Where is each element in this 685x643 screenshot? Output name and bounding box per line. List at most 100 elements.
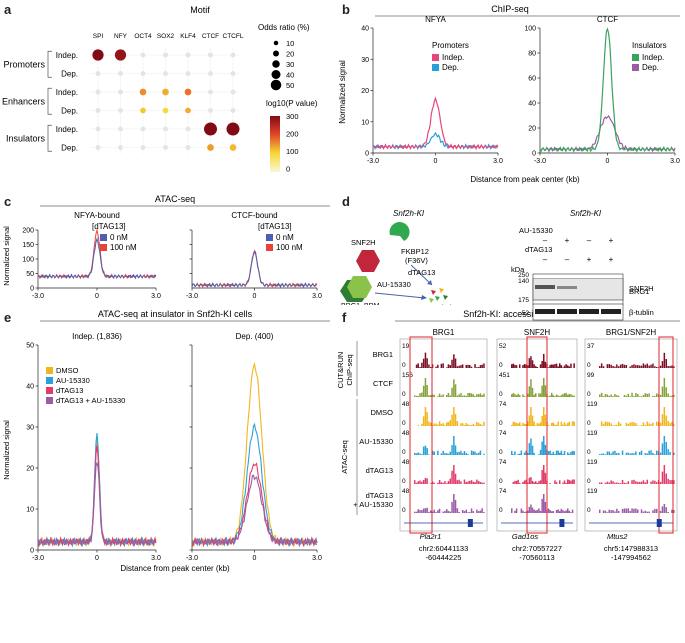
track-bar — [433, 423, 435, 426]
track-bar — [447, 364, 450, 368]
track-bar — [544, 385, 547, 397]
track-bar — [456, 452, 459, 455]
track-bar — [431, 425, 434, 426]
track-scale: 74 — [499, 488, 507, 495]
track-bar — [656, 482, 658, 484]
track-scale-zero: 0 — [587, 362, 591, 369]
motif-dot — [95, 108, 101, 113]
track-bar — [562, 394, 564, 397]
track-bar — [618, 511, 620, 513]
track-scale: 74 — [499, 401, 507, 408]
track-bar — [627, 508, 629, 513]
track-bar — [543, 436, 545, 455]
track-bar — [463, 511, 466, 513]
track-bar — [456, 508, 459, 513]
track-bar — [472, 424, 475, 426]
band-label: β-tublin — [629, 308, 654, 317]
motif-dot — [230, 71, 236, 76]
track-bar — [476, 453, 478, 455]
track-bar — [454, 473, 457, 484]
track-bar — [438, 393, 441, 397]
snf2h-band — [535, 285, 555, 289]
track-bar — [631, 480, 633, 484]
x-axis-label: Distance from peak center (kb) — [470, 175, 580, 184]
motif-label: SOX2 — [157, 33, 175, 40]
track-bar — [535, 510, 537, 513]
track-scale: 37 — [587, 343, 595, 350]
track-bar — [631, 508, 633, 513]
track-bar — [437, 364, 439, 368]
track-bar — [552, 395, 555, 397]
track-bar — [483, 512, 485, 513]
y-tick-label: 150 — [22, 242, 34, 249]
track-bar — [563, 511, 566, 513]
track-bar — [451, 359, 453, 368]
track-bar — [523, 512, 526, 513]
track-bar — [552, 451, 555, 455]
track-bar — [614, 366, 616, 368]
track-bar — [554, 424, 556, 426]
track-bar — [567, 508, 569, 513]
motif-dot — [114, 49, 127, 61]
track-bar — [437, 482, 439, 484]
track-bar — [479, 482, 482, 484]
track-bar — [608, 395, 610, 397]
track-bar — [414, 480, 416, 484]
track-bar — [619, 483, 622, 484]
track-bar — [515, 423, 518, 426]
track-bar — [460, 393, 462, 397]
track-bar — [470, 366, 473, 368]
track-bar — [608, 509, 610, 513]
coord-line2: -147994562 — [611, 553, 651, 562]
track-bar — [618, 395, 620, 397]
track-bar — [422, 385, 425, 397]
track-bar — [472, 394, 475, 397]
track-bar — [461, 364, 464, 368]
track-bar — [631, 453, 633, 455]
motif-dot — [185, 126, 191, 132]
panel-d-blot-lower: 140 SNF2H 52 β-tublin — [518, 278, 654, 321]
track-bar — [557, 395, 559, 397]
track-bar — [644, 424, 647, 426]
track-bar — [415, 511, 418, 513]
track-bar — [421, 423, 423, 426]
track-bar — [665, 473, 667, 484]
motif-dot — [140, 107, 146, 114]
y-tick-label: 10 — [26, 507, 34, 514]
motif-label: NFY — [114, 33, 128, 40]
track-bar — [479, 510, 482, 513]
track-bar — [612, 481, 614, 484]
track-bar — [415, 364, 418, 368]
track-scale-zero: 0 — [402, 449, 406, 456]
track-bar — [460, 365, 462, 368]
panel-e-atac-insulator: ATAC-seq at insulator in Snf2h-KI cells I… — [2, 309, 330, 573]
legend-label: DMSO — [56, 366, 79, 375]
track-bar — [606, 451, 609, 455]
track-bar — [523, 480, 526, 484]
y-tick-label: 40 — [26, 384, 34, 391]
track-bar — [573, 451, 575, 455]
track-bar — [562, 424, 564, 426]
track-bar — [433, 451, 435, 455]
legend-swatch — [432, 64, 439, 71]
legend-swatch — [46, 367, 53, 374]
track-scale: 48 — [402, 401, 410, 408]
motif-dot — [230, 89, 236, 95]
size-legend-value: 10 — [286, 39, 294, 48]
track-scale-zero: 0 — [499, 478, 503, 485]
track-bar — [453, 407, 455, 426]
track-scale: 119 — [587, 401, 598, 408]
track-bar — [599, 454, 601, 455]
track-bar — [437, 450, 439, 455]
track-bar — [661, 443, 664, 455]
schematic-title: Snf2h-KI — [393, 209, 425, 218]
track-bar — [458, 479, 460, 484]
track-bar — [469, 480, 471, 484]
track-label: BRG1 — [373, 350, 393, 359]
track-bar — [627, 452, 629, 455]
track-bar — [440, 395, 443, 397]
track-bar — [562, 367, 564, 368]
track-bar — [525, 450, 527, 455]
track-bar — [522, 365, 524, 368]
track-bar — [665, 415, 667, 426]
